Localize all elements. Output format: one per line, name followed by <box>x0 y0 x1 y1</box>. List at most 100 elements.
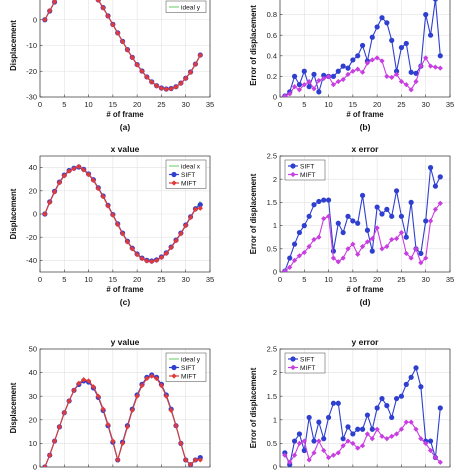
data-point <box>369 426 375 432</box>
data-point <box>183 222 189 229</box>
data-point <box>291 257 298 264</box>
data-point <box>408 255 414 261</box>
data-point <box>432 206 439 213</box>
data-point <box>364 239 371 245</box>
legend-marker <box>171 180 177 186</box>
data-point <box>369 248 375 254</box>
y-tick-label: 2 <box>273 368 277 377</box>
data-point <box>306 457 312 463</box>
data-point <box>384 435 390 442</box>
data-point <box>149 373 155 379</box>
y-tick-label: 0.2 <box>267 72 277 81</box>
x-axis-label: # of frame <box>106 285 144 294</box>
data-point <box>330 400 337 406</box>
data-point <box>379 395 385 402</box>
data-point <box>398 78 405 85</box>
data-point <box>374 405 380 411</box>
data-point <box>437 459 443 465</box>
data-point <box>393 188 400 194</box>
data-point <box>129 54 135 61</box>
chart-title: y error <box>352 337 380 347</box>
data-point <box>296 82 303 88</box>
data-point <box>134 251 140 258</box>
data-point <box>296 87 303 93</box>
y-tick-label: 0 <box>273 93 277 102</box>
x-tick-label: 0 <box>38 100 42 109</box>
y-axis-label: Error of displacement <box>249 173 258 254</box>
legend-label: MIFT <box>300 172 315 179</box>
panel-caption: (b) <box>360 122 371 132</box>
data-point <box>374 55 380 61</box>
y-tick-label: 2.5 <box>267 152 277 161</box>
x-tick-label: 30 <box>422 100 430 109</box>
data-point <box>119 38 126 45</box>
chart-title: x value <box>111 144 140 154</box>
data-point <box>153 375 160 382</box>
data-point <box>81 376 87 383</box>
y-tick-label: 2 <box>273 175 277 184</box>
x-tick-label: 30 <box>182 100 190 109</box>
data-point <box>296 431 303 437</box>
axes-frame <box>279 155 451 273</box>
data-point <box>124 424 131 430</box>
data-point <box>403 419 409 425</box>
chart-panel-1: 0 5 10 15 20 25 30 35 0 0.2 0.4 0.6 0.8 Error of disp… <box>249 0 454 132</box>
data-point <box>105 421 111 428</box>
data-point <box>403 250 409 257</box>
data-point <box>163 393 169 399</box>
data-point <box>66 168 72 174</box>
data-point <box>403 234 409 240</box>
axes-frame <box>279 348 451 468</box>
data-point <box>374 24 380 30</box>
data-point <box>301 68 307 74</box>
data-point <box>110 21 116 28</box>
data-point <box>110 212 116 218</box>
data-point <box>437 405 443 411</box>
y-tick-label: 0.4 <box>267 51 277 60</box>
data-point <box>432 64 439 70</box>
x-axis-label: # of frame <box>346 110 384 119</box>
data-point <box>173 84 179 90</box>
data-point <box>408 374 414 380</box>
data-point <box>158 254 165 261</box>
chart-panel-3: 0 5 10 15 20 25 30 35 0 0.5 1 1.5 2 2.5 x error Error o… <box>249 144 454 307</box>
data-point <box>144 74 150 80</box>
data-point <box>301 447 307 454</box>
data-point <box>296 440 303 447</box>
data-point <box>158 85 165 91</box>
data-point <box>61 173 67 179</box>
data-point <box>47 8 53 14</box>
data-point <box>178 80 184 87</box>
data-point <box>335 450 341 456</box>
data-point <box>51 189 58 195</box>
data-point <box>384 20 390 26</box>
series-group <box>42 163 203 265</box>
data-point <box>134 393 140 399</box>
y-tick-label: 40 <box>29 163 37 172</box>
data-point <box>413 365 419 371</box>
data-point <box>71 166 77 172</box>
data-point <box>389 414 395 421</box>
data-point <box>437 65 443 71</box>
series-group <box>282 0 443 97</box>
data-point <box>364 431 371 437</box>
data-point <box>330 452 337 458</box>
data-point <box>139 255 145 262</box>
data-point <box>321 197 327 203</box>
data-point <box>287 264 293 271</box>
y-axis-label: Displacement <box>9 188 18 239</box>
data-point <box>129 407 135 414</box>
legend: SIFT MIFT <box>284 159 326 181</box>
y-tick-label: 50 <box>29 345 37 354</box>
legend-label: MIFT <box>300 365 315 372</box>
data-point <box>115 221 121 228</box>
data-point <box>369 34 375 40</box>
y-tick-label: 0.8 <box>267 10 277 19</box>
data-point <box>306 84 312 90</box>
data-point <box>325 454 332 461</box>
x-tick-label: 5 <box>62 100 66 109</box>
data-point <box>311 202 317 208</box>
x-axis-label: # of frame <box>106 110 144 119</box>
